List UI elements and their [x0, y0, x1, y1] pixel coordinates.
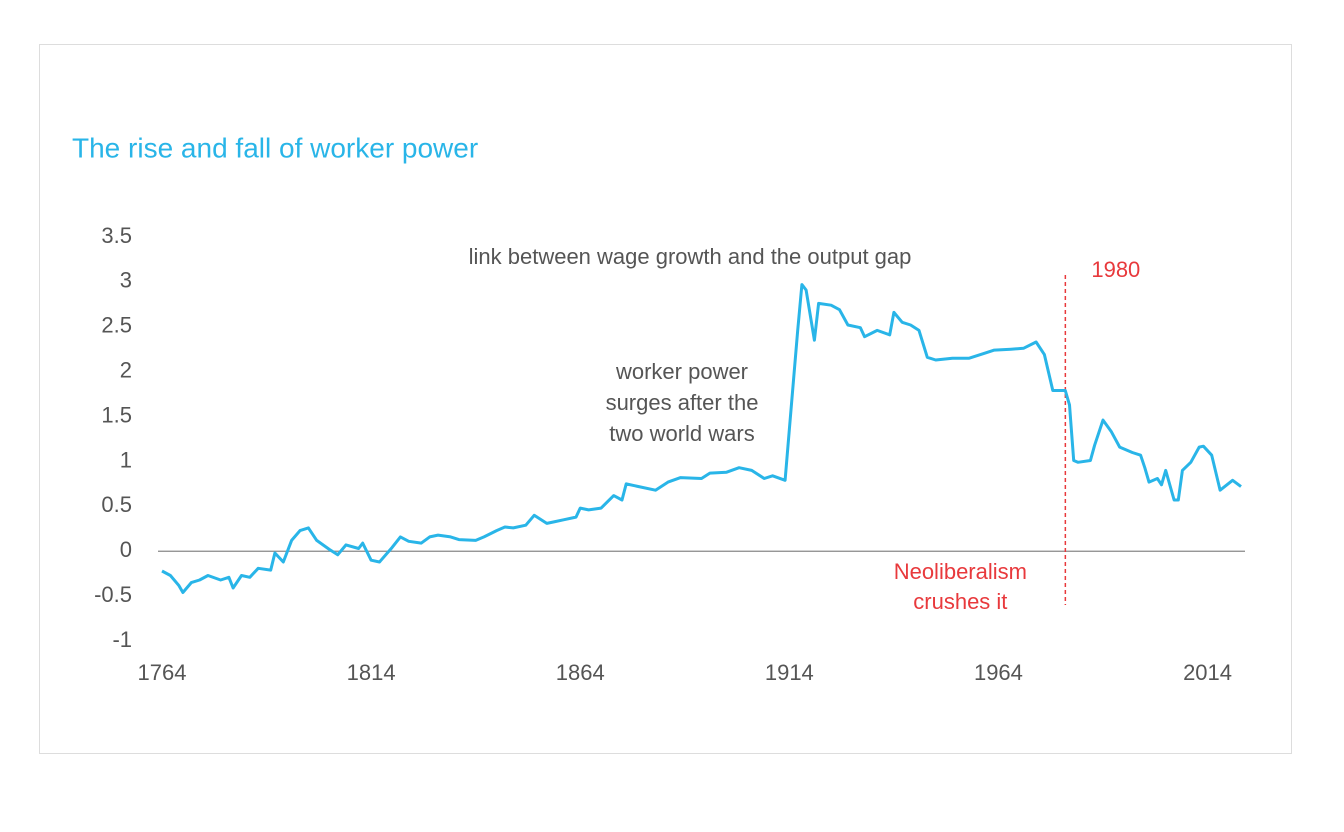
y-tick-label: 0.5: [101, 492, 132, 517]
y-tick-label: 3: [120, 268, 132, 293]
x-tick-label: 1764: [138, 660, 187, 685]
series-line: [161, 283, 1242, 594]
y-tick-label: 2.5: [101, 313, 132, 338]
y-tick-label: 0: [120, 537, 132, 562]
card: [39, 44, 1292, 754]
annotation: two world wars: [609, 421, 754, 446]
x-tick-label: 1864: [556, 660, 605, 685]
annotation: surges after the: [606, 390, 759, 415]
y-tick-label: 1.5: [101, 402, 132, 427]
x-tick-label: 1964: [974, 660, 1023, 685]
annotation: worker power: [615, 359, 748, 384]
x-tick-label: 1914: [765, 660, 814, 685]
y-tick-label: 3.5: [101, 223, 132, 248]
y-tick-label: 1: [120, 447, 132, 472]
y-tick-label: -0.5: [94, 582, 132, 607]
subtitle: link between wage growth and the output …: [469, 244, 912, 269]
chart-title: The rise and fall of worker power: [72, 132, 478, 163]
x-tick-label: 2014: [1183, 660, 1232, 685]
y-tick-label: -1: [112, 627, 132, 652]
y-tick-label: 2: [120, 357, 132, 382]
vline-label: 1980: [1091, 257, 1140, 282]
x-tick-label: 1814: [347, 660, 396, 685]
vline-note: crushes it: [913, 589, 1007, 614]
vline-note: Neoliberalism: [894, 559, 1027, 584]
